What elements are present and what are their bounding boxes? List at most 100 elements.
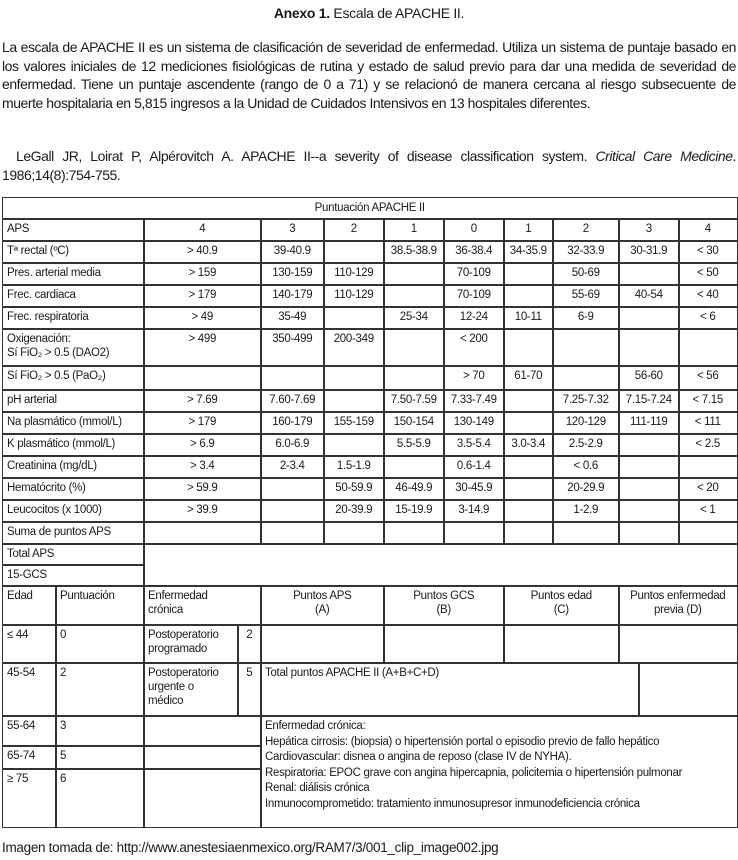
- range-cell: 1.5-1.9: [323, 455, 385, 479]
- gcs-label: 15-GCS: [2, 564, 145, 587]
- range-cell: [323, 365, 385, 391]
- range-cell: 30-31.9: [618, 240, 680, 264]
- chronic-note: Renal: diálisis crónica: [265, 782, 370, 794]
- range-cell: [323, 433, 385, 457]
- range-cell: [383, 521, 445, 545]
- chronic-header: Enfermedad crónica: [143, 585, 262, 626]
- annex-number: Anexo 1.: [273, 5, 330, 21]
- range-cell: 40-54: [618, 284, 680, 308]
- range-cell: > 59.9: [143, 477, 262, 501]
- range-cell: [618, 433, 680, 457]
- score-header: 4: [143, 218, 262, 242]
- range-cell: [260, 521, 325, 545]
- range-cell: 35-49: [260, 306, 325, 330]
- range-cell: < 1: [678, 499, 738, 523]
- age-range: 65-74: [2, 745, 57, 770]
- row-label: Suma de puntos APS: [2, 521, 145, 545]
- range-cell: 110-129: [323, 262, 385, 286]
- range-cell: 20-39.9: [323, 499, 385, 523]
- range-cell: 0.6-1.4: [443, 455, 505, 479]
- age-points: 3: [55, 715, 145, 747]
- range-cell: > 70: [443, 365, 505, 391]
- reference-journal: Critical Care Medicine: [595, 148, 733, 164]
- range-cell: > 499: [143, 328, 262, 367]
- range-cell: [323, 306, 385, 330]
- row-label: Sí FiO₂ > 0.5 (PaO₂): [2, 365, 145, 391]
- range-cell: [260, 477, 325, 501]
- range-cell: > 3.4: [143, 455, 262, 479]
- score-header: 4: [678, 218, 738, 242]
- row-label: K plasmático (mmol/L): [2, 433, 145, 457]
- age-points: 6: [55, 768, 145, 828]
- range-cell: 155-159: [323, 411, 385, 435]
- range-cell: 10-11: [503, 306, 554, 330]
- row-label: pH arterial: [2, 389, 145, 413]
- chronic-note: Respiratoria: EPOC grave con angina hipe…: [265, 766, 683, 779]
- points-header: Puntos edad (C): [503, 585, 620, 626]
- score-header: 1: [503, 218, 554, 242]
- range-cell: < 40: [678, 284, 738, 308]
- range-cell: [383, 328, 445, 367]
- range-cell: 140-179: [260, 284, 325, 308]
- range-cell: [552, 521, 620, 545]
- range-cell: 3-14.9: [443, 499, 505, 523]
- range-cell: [503, 499, 554, 523]
- range-cell: [618, 499, 680, 523]
- range-cell: 50-69: [552, 262, 620, 286]
- range-cell: 130-149: [443, 411, 505, 435]
- points-header: Puntos GCS (B): [383, 585, 505, 626]
- range-cell: [443, 521, 505, 545]
- range-cell: [503, 521, 554, 545]
- points-value: [503, 624, 620, 664]
- points-header: Puntos APS (A): [260, 585, 385, 626]
- points-header: Puntos enfermedad previa (D): [618, 585, 738, 626]
- range-cell: < 20: [678, 477, 738, 501]
- chronic-label: Postoperatorio urgente o médico: [143, 662, 239, 717]
- range-cell: [503, 284, 554, 308]
- range-cell: 50-59.9: [323, 477, 385, 501]
- range-cell: > 40.9: [143, 240, 262, 264]
- range-cell: 70-109: [443, 284, 505, 308]
- range-cell: 7.33-7.49: [443, 389, 505, 413]
- range-cell: < 56: [678, 365, 738, 391]
- range-cell: 36-38.4: [443, 240, 505, 264]
- age-points: 0: [55, 624, 145, 664]
- range-cell: [618, 477, 680, 501]
- range-cell: [383, 284, 445, 308]
- range-cell: < 7.15: [678, 389, 738, 413]
- range-cell: 56-60: [618, 365, 680, 391]
- row-label: Leucocitos (x 1000): [2, 499, 145, 523]
- range-cell: [618, 306, 680, 330]
- range-cell: [503, 328, 554, 367]
- row-label: Na plasmático (mmol/L): [2, 411, 145, 435]
- range-cell: 350-499: [260, 328, 325, 367]
- range-cell: 25-34: [383, 306, 445, 330]
- age-points: 2: [55, 662, 145, 717]
- annex-name: Escala de APACHE II.: [329, 5, 465, 21]
- range-cell: > 179: [143, 411, 262, 435]
- chronic-label: Postoperatorio programado: [143, 624, 239, 664]
- range-cell: [383, 455, 445, 479]
- range-cell: > 39.9: [143, 499, 262, 523]
- range-cell: [503, 262, 554, 286]
- range-cell: 34-35.9: [503, 240, 554, 264]
- range-cell: [143, 365, 262, 391]
- age-range: 55-64: [2, 715, 57, 747]
- range-cell: 7.15-7.24: [618, 389, 680, 413]
- range-cell: 150-154: [383, 411, 445, 435]
- range-cell: [618, 455, 680, 479]
- range-cell: 55-69: [552, 284, 620, 308]
- range-cell: 2-3.4: [260, 455, 325, 479]
- range-cell: 7.25-7.32: [552, 389, 620, 413]
- range-cell: [618, 328, 680, 367]
- total-apache-label: Total puntos APACHE II (A+B+C+D): [260, 662, 640, 717]
- range-cell: 3.5-5.4: [443, 433, 505, 457]
- range-cell: 130-159: [260, 262, 325, 286]
- range-cell: [618, 521, 680, 545]
- range-cell: 200-349: [323, 328, 385, 367]
- range-cell: < 2.5: [678, 433, 738, 457]
- range-cell: 7.50-7.59: [383, 389, 445, 413]
- range-cell: [678, 328, 738, 367]
- row-label: Pres. arterial media: [2, 262, 145, 286]
- range-cell: [503, 389, 554, 413]
